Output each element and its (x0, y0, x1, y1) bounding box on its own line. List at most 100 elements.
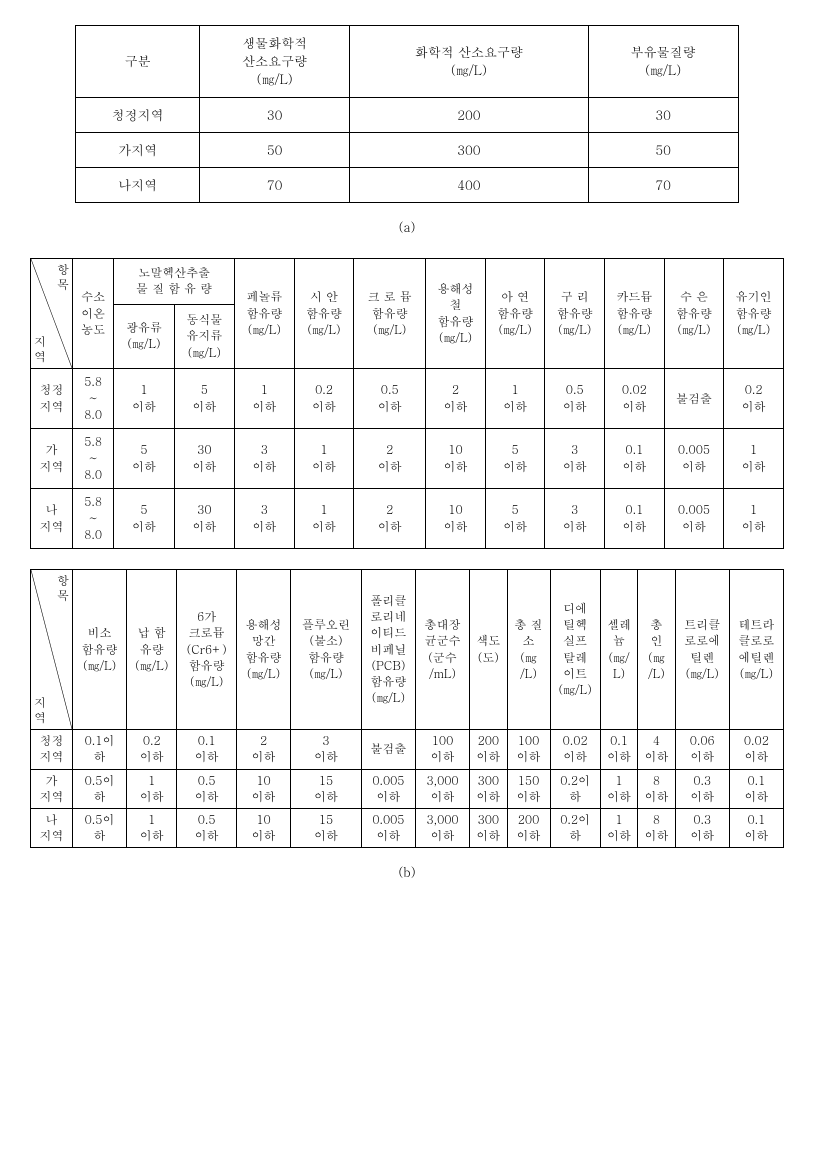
cell: 3,000이하 (415, 808, 469, 847)
cell: 5이하 (114, 429, 174, 489)
cell: 30이하 (174, 489, 234, 549)
col-as: 비소함유량(㎎/L) (73, 570, 127, 730)
cell: 0.1이하 (605, 489, 665, 549)
cell: 1이하 (127, 808, 177, 847)
table-c-header-row: 항목 지역 비소함유량(㎎/L) 납 함유량(㎎/L) 6가크로뮴(Cr6+)함… (31, 570, 784, 730)
cell: 10이하 (236, 769, 290, 808)
col-hg: 수 은함유량(㎎/L) (664, 259, 724, 369)
table-row: 가지역 50 300 50 (76, 132, 739, 167)
cell: 불검출 (664, 369, 724, 429)
col-se: 셀레늄(㎎/L) (600, 570, 637, 730)
caption-a: (a) (30, 217, 784, 236)
cell: 8이하 (638, 769, 675, 808)
cell: 5이하 (485, 429, 545, 489)
cell: 70 (588, 167, 738, 202)
cell: 70 (200, 167, 350, 202)
cell: 200이하 (470, 730, 507, 769)
col-pce: 테트라클로로에틸렌(㎎/L) (729, 570, 783, 730)
col-tn: 총 질소(㎎/L) (507, 570, 550, 730)
cell: 5.8~8.0 (73, 429, 114, 489)
diag-header: 항목 지역 (31, 259, 73, 369)
cell: 5이하 (485, 489, 545, 549)
cell: 청정지역 (76, 97, 200, 132)
diag-header: 항목 지역 (31, 570, 73, 730)
cell: 5.8~8.0 (73, 489, 114, 549)
table-b-header-row-1: 항목 지역 수소이온농도 노말헥산추출물 질 함 유 량 페놀류함유량(㎎/L)… (31, 259, 784, 305)
col-pb: 납 함유량(㎎/L) (127, 570, 177, 730)
cell: 3,000이하 (415, 769, 469, 808)
cell: 3이하 (291, 730, 362, 769)
col-zn: 아 연함유량(㎎/L) (485, 259, 545, 369)
cell: 5이하 (174, 369, 234, 429)
table-row: 청정지역 5.8~8.0 1이하 5이하 1이하 0.2이하 0.5이하 2이하… (31, 369, 784, 429)
cell: 2이하 (354, 489, 426, 549)
col-fe: 용해성철함유량(㎎/L) (426, 259, 486, 369)
cell: 30이하 (174, 429, 234, 489)
table-c: 항목 지역 비소함유량(㎎/L) 납 함유량(㎎/L) 6가크로뮴(Cr6+)함… (30, 569, 784, 848)
col-coliform: 총대장균군수(군수/mL) (415, 570, 469, 730)
cell: 1이하 (127, 769, 177, 808)
cell: 0.005이하 (361, 769, 415, 808)
cell: 0.1이하 (600, 730, 637, 769)
cell: 0.5이하 (354, 369, 426, 429)
cell: 0.2이하 (550, 808, 600, 847)
cell: 0.1이하 (605, 429, 665, 489)
col-cu: 구 리함유량(㎎/L) (545, 259, 605, 369)
cell: 0.5이하 (73, 769, 127, 808)
cell: 불검출 (361, 730, 415, 769)
col-ph: 수소이온농도 (73, 259, 114, 369)
cell: 10이하 (426, 489, 486, 549)
col-phenol: 페놀류함유량(㎎/L) (235, 259, 295, 369)
cell: 400 (350, 167, 588, 202)
table-row: 나지역 5.8~8.0 5이하 30이하 3이하 1이하 2이하 10이하 5이… (31, 489, 784, 549)
table-row: 나지역 0.5이하 1이하 0.5이하 10이하 15이하 0.005이하 3,… (31, 808, 784, 847)
diag-bot-label: 지역 (34, 335, 46, 364)
cell: 0.3이하 (675, 769, 729, 808)
cell: 1이하 (724, 489, 784, 549)
cell: 0.5이하 (545, 369, 605, 429)
cell: 2이하 (354, 429, 426, 489)
table-b: 항목 지역 수소이온농도 노말헥산추출물 질 함 유 량 페놀류함유량(㎎/L)… (30, 258, 784, 549)
cell: 0.02이하 (605, 369, 665, 429)
cell: 5이하 (114, 489, 174, 549)
region-cell: 가지역 (31, 769, 73, 808)
col-cr6: 6가크로뮴(Cr6+)함유량(㎎/L) (177, 570, 237, 730)
col-org-p: 유기인함유량(㎎/L) (724, 259, 784, 369)
diag-top-label: 항목 (57, 263, 69, 292)
col-cod: 화학적 산소요구량(㎎/L) (350, 26, 588, 98)
col-color: 색도(도) (470, 570, 507, 730)
region-cell: 청정지역 (31, 730, 73, 769)
cell: 30 (588, 97, 738, 132)
cell: 200이하 (507, 808, 550, 847)
diag-bot-label: 지역 (34, 696, 46, 725)
cell: 10이하 (426, 429, 486, 489)
cell: 0.2이하 (550, 769, 600, 808)
cell: 0.06이하 (675, 730, 729, 769)
cell: 0.2이하 (294, 369, 354, 429)
cell: 0.005이하 (664, 489, 724, 549)
table-a: 구분 생물화학적산소요구량(㎎/L) 화학적 산소요구량(㎎/L) 부유물질량(… (75, 25, 739, 203)
cell: 3이하 (545, 429, 605, 489)
col-veg-oil: 동식물유지류(㎎/L) (174, 304, 234, 368)
cell: 300이하 (470, 769, 507, 808)
cell: 3이하 (545, 489, 605, 549)
cell: 200 (350, 97, 588, 132)
region-cell: 나지역 (31, 808, 73, 847)
cell: 1이하 (600, 769, 637, 808)
caption-b: (b) (30, 862, 784, 881)
cell: 15이하 (291, 769, 362, 808)
table-row: 청정지역 0.1이하 0.2이하 0.1이하 2이하 3이하 불검출 100이하… (31, 730, 784, 769)
col-mn: 용해성망간함유량(㎎/L) (236, 570, 290, 730)
col-cd: 카드뮴함유량(㎎/L) (605, 259, 665, 369)
cell: 100이하 (415, 730, 469, 769)
cell: 1이하 (600, 808, 637, 847)
diag-top-label: 항목 (57, 574, 69, 603)
cell: 50 (200, 132, 350, 167)
cell: 1이하 (114, 369, 174, 429)
col-tp: 총인(㎎/L) (638, 570, 675, 730)
cell: 0.2이하 (127, 730, 177, 769)
cell: 0.5이하 (177, 769, 237, 808)
cell: 1이하 (235, 369, 295, 429)
col-bod: 생물화학적산소요구량(㎎/L) (200, 26, 350, 98)
region-cell: 청정지역 (31, 369, 73, 429)
